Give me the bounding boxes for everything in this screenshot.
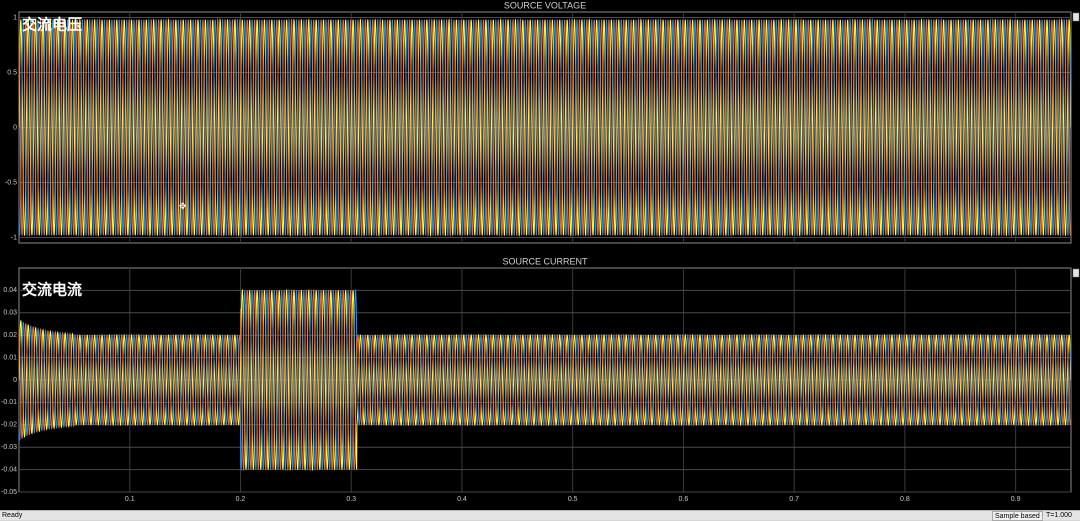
panel-title: SOURCE CURRENT <box>502 256 588 266</box>
status-bar: Ready Sample based T=1.000 <box>0 510 1080 521</box>
status-ready: Ready <box>2 512 23 519</box>
voltage-panel: SOURCE VOLTAGE -1 -0.5 0 0.5 1 交流电压 <box>5 0 1080 244</box>
axes-scroll-handle[interactable] <box>1072 268 1080 278</box>
x-tick-label: 0.7 <box>789 496 799 503</box>
y-tick-label: 0.04 <box>3 287 17 294</box>
x-tick-label: 0.5 <box>568 496 578 503</box>
y-tick-label: -0.05 <box>1 489 17 496</box>
y-tick-label: 0.02 <box>3 332 17 339</box>
x-tick-label: 0.2 <box>236 496 246 503</box>
y-tick-label: 0.03 <box>3 310 17 317</box>
y-tick-label: 0 <box>13 377 17 384</box>
waveform-series-1 <box>19 288 1071 472</box>
y-tick-label: -0.02 <box>1 422 17 429</box>
simulation-time: T=1.000 <box>1046 512 1072 519</box>
y-tick-label: -0.03 <box>1 444 17 451</box>
panel-annotation: 交流电压 <box>22 16 82 34</box>
x-tick-label: 0.1 <box>125 496 135 503</box>
waveform-series-1 <box>19 18 1071 237</box>
y-tick-label: 1 <box>13 14 17 21</box>
y-tick-label: -0.04 <box>1 466 17 473</box>
y-tick-label: -0.5 <box>5 179 17 186</box>
panel-title: SOURCE VOLTAGE <box>504 0 586 10</box>
y-tick-label: -0.01 <box>1 399 17 406</box>
y-tick-label: 0.01 <box>3 354 17 361</box>
waveform-series-3 <box>19 17 1071 238</box>
current-panel: SOURCE CURRENT -0.05 -0.04 -0.03 -0.02 -0.01 0… <box>1 256 1080 503</box>
y-tick-label: 0.5 <box>7 69 17 76</box>
y-tick-label: 0 <box>13 124 17 131</box>
scope-window: SOURCE VOLTAGE -1 -0.5 0 0.5 1 交流电压 SOURCE CURR… <box>0 0 1080 510</box>
x-tick-label: 0.9 <box>1011 496 1021 503</box>
x-tick-label: 0.6 <box>679 496 689 503</box>
x-tick-label: 0.4 <box>457 496 467 503</box>
panel-annotation: 交流电流 <box>22 281 82 299</box>
mouse-cursor-icon: ✥ <box>179 201 187 211</box>
x-tick-label: 0.8 <box>900 496 910 503</box>
waveform-series-3 <box>19 288 1071 472</box>
axes-scroll-handle[interactable] <box>1072 12 1080 22</box>
x-tick-label: 0.3 <box>346 496 356 503</box>
scope-plot-area: SOURCE VOLTAGE -1 -0.5 0 0.5 1 交流电压 SOURCE CURR… <box>1 0 1080 503</box>
y-tick-label: -1 <box>11 234 17 241</box>
